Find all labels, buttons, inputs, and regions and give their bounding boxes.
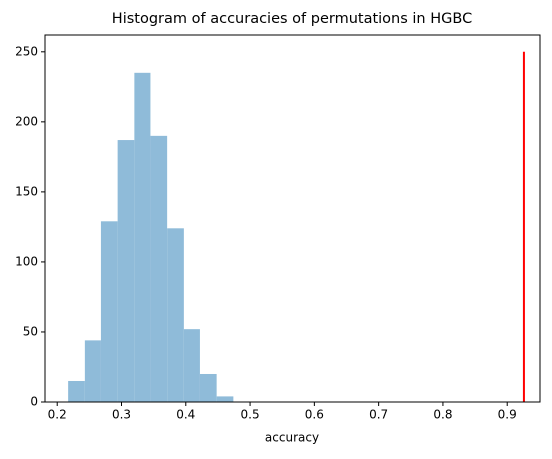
bar — [183, 329, 200, 402]
bar — [216, 396, 234, 402]
bar — [150, 135, 168, 402]
y-tick-label: 150 — [15, 184, 38, 198]
y-tick-label: 50 — [23, 324, 38, 338]
y-tick-label: 100 — [15, 254, 38, 268]
y-tick-label: 200 — [15, 114, 38, 128]
x-tick-label: 0.8 — [433, 408, 452, 422]
bar — [100, 221, 118, 402]
x-tick-label: 0.9 — [498, 408, 517, 422]
x-tick-label: 0.6 — [305, 408, 324, 422]
x-tick-label: 0.4 — [176, 408, 195, 422]
chart-title: Histogram of accuracies of permutations … — [112, 11, 472, 27]
y-tick-label: 0 — [30, 395, 38, 409]
x-tick-label: 0.2 — [48, 408, 67, 422]
y-tick-label: 250 — [15, 44, 38, 58]
bar — [84, 340, 101, 402]
bar — [199, 373, 217, 402]
bar — [167, 228, 184, 402]
x-tick-label: 0.5 — [241, 408, 260, 422]
bar — [117, 140, 135, 402]
plot-frame — [44, 34, 541, 403]
x-tick-label: 0.7 — [369, 408, 388, 422]
x-tick-label: 0.3 — [112, 408, 131, 422]
x-axis-label: accuracy — [265, 431, 319, 445]
bar — [134, 72, 151, 402]
bar — [68, 380, 85, 402]
